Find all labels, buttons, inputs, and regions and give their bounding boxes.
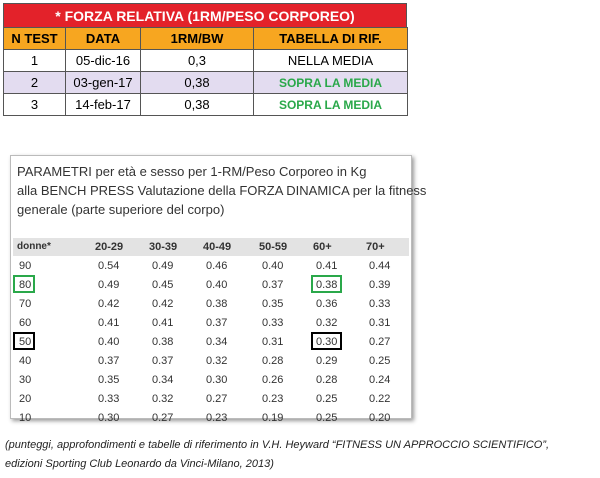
table-cell: 0.32 [206,355,228,367]
table-cell: 0.27 [152,412,174,424]
table-cell: 0.34 [206,336,228,348]
table-cell: 0.40 [98,336,120,348]
table-cell: 0,3 [140,49,254,72]
table-cell: 0.32 [152,393,174,405]
column-header: 60+ [313,241,332,253]
table-cell: 0.30 [206,374,228,386]
table-cell: 0.25 [369,355,391,367]
table-cell: 0.23 [262,393,284,405]
table-cell: 0.39 [369,279,391,291]
table-cell: 20 [19,393,32,405]
column-header: DATA [65,27,141,50]
table-cell: SOPRA LA MEDIA [253,71,408,94]
table-cell: 0.33 [369,298,391,310]
highlight-box [311,275,342,293]
table-cell: 0.35 [262,298,284,310]
table-cell: 0.28 [316,374,338,386]
table-cell: 0.40 [206,279,228,291]
table-cell: 1 [3,49,66,72]
table-cell: 0.31 [262,336,284,348]
table-cell: 0.40 [262,260,284,272]
column-header: 30-39 [149,241,178,253]
table-cell: 2 [3,71,66,94]
table-cell: 0.31 [369,317,391,329]
reference-heading: PARAMETRI per età e sesso per 1-RM/Peso … [17,164,367,179]
table-cell: 0.37 [206,317,228,329]
table-cell: 0.49 [152,260,174,272]
table-cell: 0.33 [98,393,120,405]
table-cell: 0.37 [152,355,174,367]
table-cell: 0.30 [316,336,338,348]
table-cell: 0.35 [98,374,120,386]
table-cell: 0.38 [316,279,338,291]
table-cell: 90 [19,260,32,272]
table-cell: 0.38 [206,298,228,310]
table-cell: 0.42 [98,298,120,310]
table-cell: 10 [19,412,32,424]
table-cell: 0.49 [98,279,120,291]
column-header: 1RM/BW [140,27,254,50]
table-cell: 0.23 [206,412,228,424]
table-cell: 0.42 [152,298,174,310]
table-cell: 0.38 [152,336,174,348]
table-cell: 40 [19,355,32,367]
table-cell: 0.36 [316,298,338,310]
table-cell: 05-dic-16 [65,49,141,72]
table-cell: 0.27 [369,336,391,348]
column-header: N TEST [3,27,66,50]
highlight-box [13,275,35,293]
table-cell: 0.29 [316,355,338,367]
highlight-box [13,332,35,350]
reference-heading: alla BENCH PRESS Valutazione della FORZA… [17,183,427,198]
table-cell: 0.32 [316,317,338,329]
table-cell: 30 [19,374,32,386]
table-cell: 0,38 [140,71,254,94]
table-cell: 0.27 [206,393,228,405]
table-cell: 80 [19,279,32,291]
table-cell: 70 [19,298,32,310]
table-cell: 3 [3,93,66,116]
table-cell: 0.24 [369,374,391,386]
table-title: * FORZA RELATIVA (1RM/PESO CORPOREO) [3,3,407,28]
table-cell: 03-gen-17 [65,71,141,94]
table-cell: 0.37 [262,279,284,291]
column-header: 20-29 [95,241,124,253]
table-cell: 0.20 [369,412,391,424]
table-cell: 0.41 [98,317,120,329]
table-cell: 0.54 [98,260,120,272]
reference-table: PARAMETRI per età e sesso per 1-RM/Peso … [10,155,426,424]
table-cell: 50 [19,336,32,348]
header-band [13,238,409,256]
table-cell: 0.37 [98,355,120,367]
column-header: 50-59 [259,241,288,253]
table-cell: 0.30 [98,412,120,424]
highlight-box [311,332,342,350]
table-cell: 0,38 [140,93,254,116]
table-cell: 0.41 [316,260,338,272]
table-cell: 0.45 [152,279,174,291]
column-header: donne* [17,241,51,252]
table-cell: 0.34 [152,374,174,386]
table-cell: 0.19 [262,412,284,424]
table-cell: NELLA MEDIA [253,49,408,72]
table-cell: 0.28 [262,355,284,367]
column-header: 40-49 [203,241,232,253]
table-cell: 0.26 [262,374,284,386]
column-header: 70+ [366,241,385,253]
table-cell: 0.25 [316,393,338,405]
table-cell: 0.22 [369,393,391,405]
reference-heading: generale (parte superiore del corpo) [17,202,225,217]
table-cell: 60 [19,317,32,329]
table-cell: 14-feb-17 [65,93,141,116]
table-cell: 0.25 [316,412,338,424]
table-cell: 0.33 [262,317,284,329]
table-cell: 0.46 [206,260,228,272]
caption: edizioni Sporting Club Leonardo da Vinci… [5,458,274,470]
column-header: TABELLA DI RIF. [253,27,408,50]
table-cell: 0.41 [152,317,174,329]
table-cell: SOPRA LA MEDIA [253,93,408,116]
table-cell: 0.44 [369,260,391,272]
caption: (punteggi, approfondimenti e tabelle di … [5,439,550,451]
